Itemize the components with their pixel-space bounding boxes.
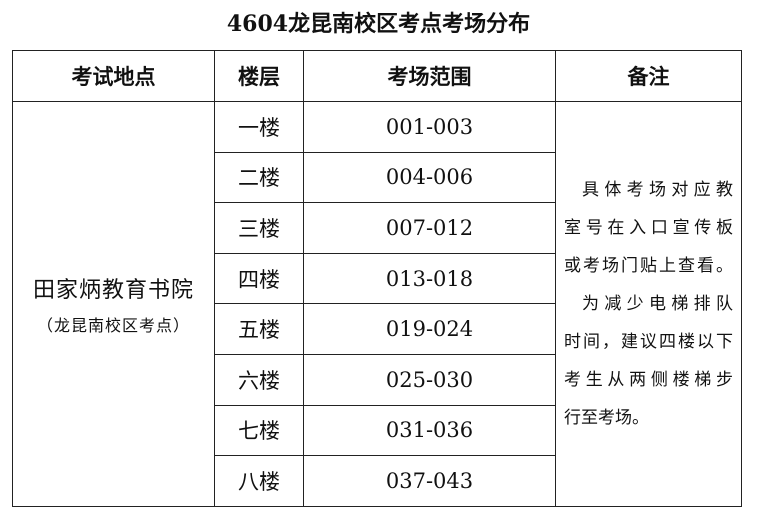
header-notes: 备注	[555, 50, 742, 102]
table-row: 田家炳教育书院 （龙昆南校区考点） 一楼 001-003 具体考场对应教 室号在…	[12, 101, 742, 507]
floor-cell: 六楼	[214, 353, 304, 406]
floor-cell: 二楼	[214, 151, 304, 204]
floor-cell: 三楼	[214, 202, 304, 254]
notes-line: 室号在入口宣传板	[564, 217, 733, 238]
range-cell: 001-003	[303, 101, 556, 153]
page-title: 4604龙昆南校区考点考场分布	[226, 11, 531, 37]
floor-cell: 七楼	[214, 404, 304, 457]
table-row: 七楼 031-036	[13, 404, 742, 457]
table-header: 考试地点 楼层 考场范围 备注	[12, 50, 742, 102]
header-range: 考场范围	[303, 50, 556, 102]
exam-room-table: 考试地点 楼层 考场范围 备注 田家炳教育书院 （龙昆南校区考点） 一楼 001…	[12, 50, 742, 507]
notes-line: 或考场门贴上查看。	[564, 255, 733, 276]
location-name: 田家炳教育书院	[32, 277, 194, 303]
notes-line: 行至考场。	[564, 407, 649, 428]
range-cell: 004-006	[303, 151, 556, 204]
floor-cell: 一楼	[214, 101, 304, 153]
table-row: 四楼 013-018	[13, 252, 742, 305]
notes-line: 具体考场对应教	[582, 179, 733, 200]
floor-cell: 五楼	[214, 303, 304, 355]
table-row: 八楼 037-043	[13, 455, 742, 507]
table-row: 二楼 004-006	[13, 151, 742, 204]
notes-line: 为减少电梯排队	[582, 293, 733, 314]
range-cell: 007-012	[303, 202, 556, 254]
table-row: 六楼 025-030	[13, 353, 742, 406]
notes-line: 时间，建议四楼以下	[564, 331, 733, 352]
range-cell: 037-043	[303, 455, 556, 507]
table-row: 三楼 007-012	[13, 202, 742, 254]
header-location: 考试地点	[12, 50, 215, 102]
range-cell: 019-024	[303, 303, 556, 355]
notes-line: 考生从两侧楼梯步	[564, 369, 733, 390]
location-sub: （龙昆南校区考点）	[36, 315, 190, 335]
table-row: 五楼 019-024	[13, 303, 742, 355]
range-cell: 025-030	[303, 353, 556, 406]
location-cell: 田家炳教育书院 （龙昆南校区考点）	[12, 101, 215, 507]
range-cell: 013-018	[303, 252, 556, 305]
range-cell: 031-036	[303, 404, 556, 457]
header-floor: 楼层	[214, 50, 304, 102]
notes-cell: 具体考场对应教 室号在入口宣传板 或考场门贴上查看。 为减少电梯排队 时间，建议…	[555, 101, 742, 507]
floor-cell: 八楼	[214, 455, 304, 507]
floor-cell: 四楼	[214, 252, 304, 305]
